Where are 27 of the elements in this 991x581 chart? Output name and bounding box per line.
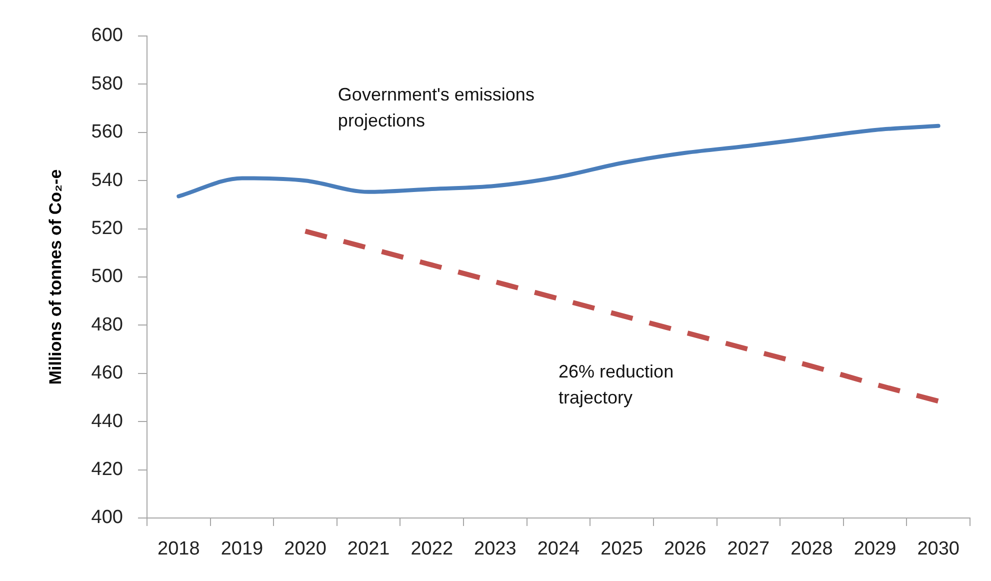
x-tick-label: 2026 xyxy=(664,538,706,560)
x-tick-label: 2018 xyxy=(158,538,200,560)
x-tick-label: 2025 xyxy=(600,538,643,560)
y-tick-label: 560 xyxy=(91,122,123,143)
y-axis-title: Millions of tonnes of Co₂-e xyxy=(46,169,65,385)
y-tick-label: 420 xyxy=(91,459,123,480)
series-label: 26% reduction trajectory xyxy=(558,362,674,408)
x-tick-label: 2024 xyxy=(537,538,580,560)
x-tick-label: 2030 xyxy=(917,538,960,560)
y-tick-label: 480 xyxy=(91,314,123,336)
y-tick-label: 400 xyxy=(91,507,123,528)
y-tick-label: 440 xyxy=(91,410,123,432)
x-tick-label: 2019 xyxy=(220,538,264,560)
y-tick-label: 580 xyxy=(91,73,123,94)
y-tick-label: 500 xyxy=(91,266,123,288)
y-tick-label: 600 xyxy=(91,25,123,46)
x-tick-label: 2023 xyxy=(474,538,516,560)
x-tick-label: 2022 xyxy=(410,538,454,560)
y-tick-label: 520 xyxy=(91,218,123,240)
x-tick-label: 2029 xyxy=(854,538,896,560)
x-tick-label: 2027 xyxy=(727,538,770,560)
y-tick-label: 460 xyxy=(91,362,123,384)
text: Government's emissions projections xyxy=(338,84,534,131)
y-tick-label: 540 xyxy=(91,170,123,191)
x-tick-label: 2020 xyxy=(284,538,326,560)
x-tick-label: 2021 xyxy=(347,538,390,560)
x-tick-label: 2028 xyxy=(790,538,833,560)
